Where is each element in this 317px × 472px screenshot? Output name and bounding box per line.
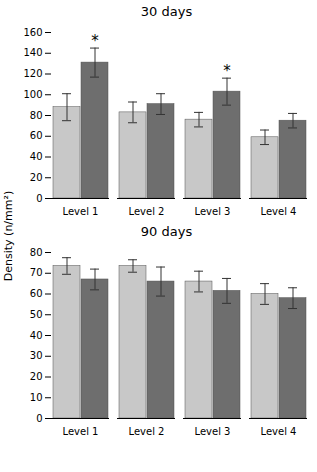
svg-text:60: 60 xyxy=(30,130,43,141)
svg-text:160: 160 xyxy=(23,27,42,38)
svg-text:20: 20 xyxy=(30,371,43,382)
svg-text:Level 3: Level 3 xyxy=(195,206,231,217)
svg-text:80: 80 xyxy=(30,247,43,258)
svg-text:Level 3: Level 3 xyxy=(195,426,231,437)
svg-text:Level 1: Level 1 xyxy=(63,426,99,437)
html-text:30 days: 30 days xyxy=(140,4,193,19)
svg-text:10: 10 xyxy=(30,392,43,403)
svg-text:60: 60 xyxy=(30,288,43,299)
svg-text:Level 1: Level 1 xyxy=(63,206,99,217)
svg-text:140: 140 xyxy=(23,47,42,58)
svg-text:120: 120 xyxy=(23,68,42,79)
svg-text:0: 0 xyxy=(36,193,42,204)
svg-text:Level 4: Level 4 xyxy=(261,206,297,217)
svg-text:40: 40 xyxy=(30,151,43,162)
svg-text:0: 0 xyxy=(36,413,42,424)
svg-text:100: 100 xyxy=(23,89,42,100)
svg-text:50: 50 xyxy=(30,309,43,320)
svg-text:20: 20 xyxy=(30,172,43,183)
svg-text:Level 4: Level 4 xyxy=(261,426,297,437)
svg-text:*: * xyxy=(223,62,231,80)
svg-text:80: 80 xyxy=(30,110,43,121)
svg-text:70: 70 xyxy=(30,267,43,278)
svg-text:Level 2: Level 2 xyxy=(129,206,165,217)
html-text:90 days: 90 days xyxy=(140,224,193,239)
svg-text:30: 30 xyxy=(30,350,43,361)
svg-text:Level 2: Level 2 xyxy=(129,426,165,437)
svg-text:*: * xyxy=(91,32,99,50)
svg-text:40: 40 xyxy=(30,330,43,341)
html-text:Density (n/mm²): Density (n/mm²) xyxy=(1,190,15,282)
